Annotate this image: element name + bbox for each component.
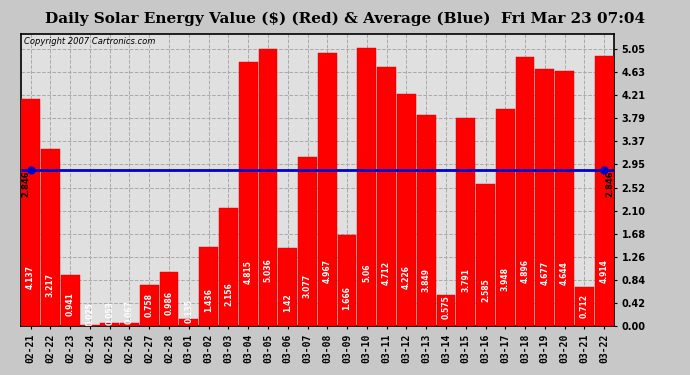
Text: 0.053: 0.053	[105, 301, 115, 325]
Text: 2.585: 2.585	[481, 278, 490, 302]
Bar	[535, 69, 554, 326]
Text: 2.156: 2.156	[224, 282, 233, 306]
Bar	[120, 322, 139, 326]
Bar	[61, 274, 79, 326]
Text: 1.436: 1.436	[204, 288, 213, 312]
Text: 0.067: 0.067	[125, 300, 134, 324]
Bar	[555, 71, 574, 326]
Bar	[318, 53, 337, 326]
Bar	[41, 149, 60, 326]
Text: 0.025: 0.025	[86, 302, 95, 326]
Bar	[595, 56, 613, 326]
Text: 4.815: 4.815	[244, 260, 253, 284]
Text: 2.846: 2.846	[605, 171, 614, 198]
Text: 5.06: 5.06	[362, 263, 371, 282]
Bar	[417, 115, 435, 326]
Text: 4.226: 4.226	[402, 265, 411, 289]
Text: 3.849: 3.849	[422, 268, 431, 292]
Bar	[278, 248, 297, 326]
Text: 0.758: 0.758	[145, 293, 154, 317]
Bar	[298, 157, 317, 326]
Text: 0.941: 0.941	[66, 292, 75, 316]
Bar	[496, 109, 515, 326]
Bar	[140, 285, 159, 326]
Text: 1.42: 1.42	[283, 293, 293, 312]
Text: 5.036: 5.036	[264, 258, 273, 282]
Bar	[21, 99, 40, 326]
Bar	[456, 118, 475, 326]
Bar	[239, 62, 257, 326]
Bar	[357, 48, 376, 326]
Bar	[397, 94, 416, 326]
Bar	[515, 57, 535, 326]
Text: 0.575: 0.575	[442, 295, 451, 319]
Bar	[437, 295, 455, 326]
Bar	[259, 50, 277, 326]
Text: 4.644: 4.644	[560, 261, 569, 285]
Text: 3.077: 3.077	[303, 274, 312, 298]
Text: Copyright 2007 Cartronics.com: Copyright 2007 Cartronics.com	[23, 37, 155, 46]
Text: 0.135: 0.135	[184, 299, 193, 322]
Text: Daily Solar Energy Value ($) (Red) & Average (Blue)  Fri Mar 23 07:04: Daily Solar Energy Value ($) (Red) & Ave…	[45, 11, 645, 26]
Text: 4.967: 4.967	[323, 258, 332, 282]
Bar	[219, 208, 238, 326]
Text: 1.666: 1.666	[342, 286, 352, 310]
Text: 3.791: 3.791	[461, 268, 471, 292]
Bar	[199, 247, 218, 326]
Bar	[100, 323, 119, 326]
Text: 0.712: 0.712	[580, 294, 589, 318]
Bar	[179, 319, 198, 326]
Text: 2.846: 2.846	[21, 171, 30, 198]
Text: 4.677: 4.677	[540, 261, 549, 285]
Bar	[575, 287, 594, 326]
Text: 4.712: 4.712	[382, 261, 391, 285]
Bar	[476, 184, 495, 326]
Bar	[159, 272, 179, 326]
Text: 3.217: 3.217	[46, 273, 55, 297]
Text: 3.948: 3.948	[501, 267, 510, 291]
Text: 4.137: 4.137	[26, 266, 35, 290]
Bar	[81, 325, 99, 326]
Text: 4.914: 4.914	[600, 259, 609, 283]
Text: 4.896: 4.896	[520, 259, 530, 283]
Text: 0.986: 0.986	[164, 291, 174, 315]
Bar	[337, 235, 357, 326]
Bar	[377, 67, 396, 326]
